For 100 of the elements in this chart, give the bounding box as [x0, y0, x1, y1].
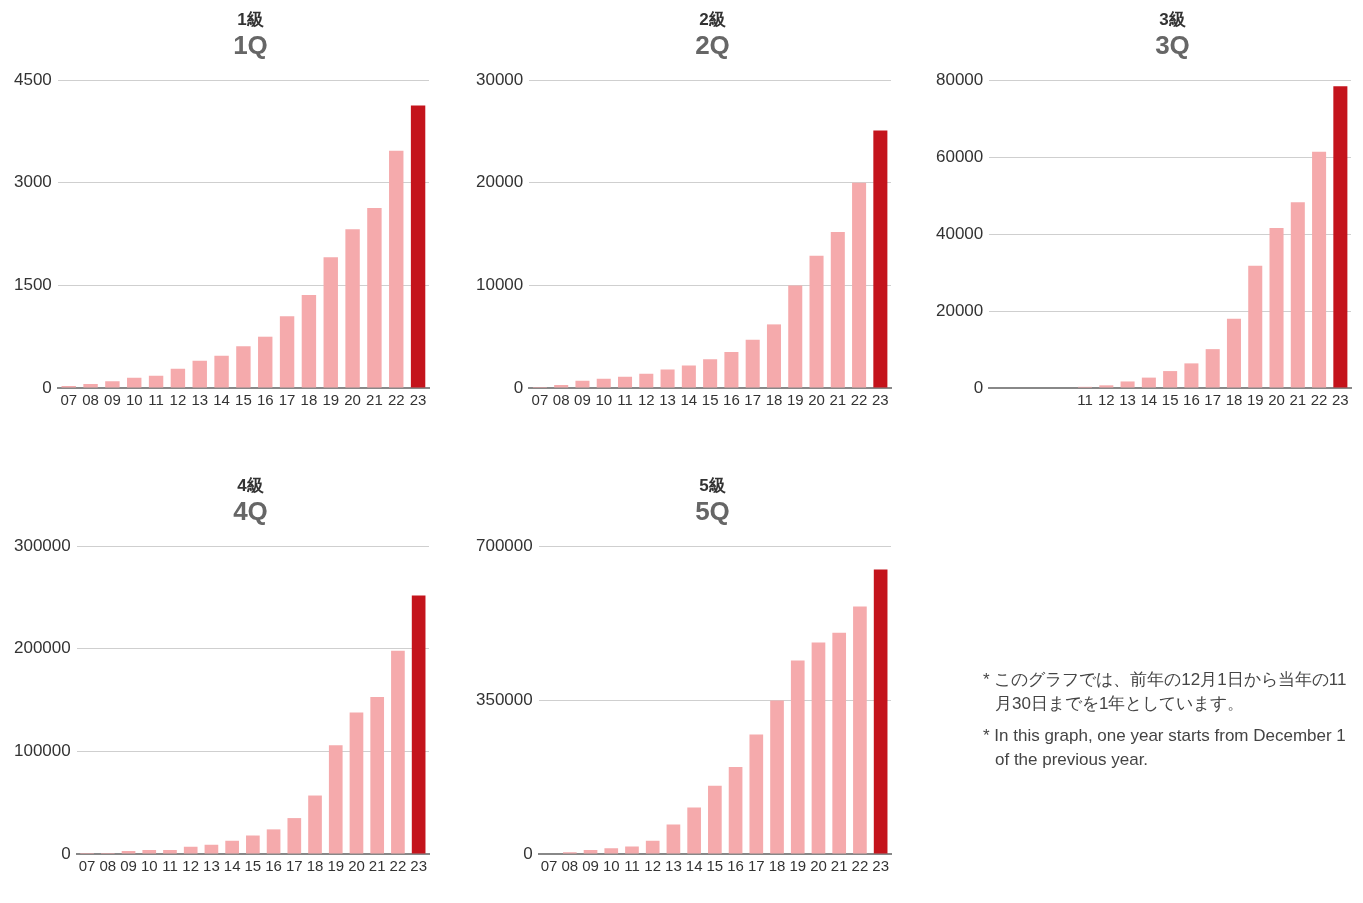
bar: [830, 232, 845, 388]
x-tick-label: 18: [306, 857, 324, 875]
bar: [246, 835, 260, 854]
chart-subtitle: 5Q: [694, 496, 731, 528]
bar: [1205, 349, 1220, 388]
x-tick-label: 18: [768, 857, 786, 875]
x-tick-label: 22: [850, 391, 868, 409]
x-tick-label: 17: [747, 857, 765, 875]
bar: [183, 846, 198, 854]
y-tick-label: 100000: [13, 741, 71, 761]
bar: [287, 818, 302, 854]
x-tick-label: 19: [1246, 391, 1264, 409]
bar: [666, 824, 681, 854]
y-tick-label: 0: [42, 377, 52, 397]
bar: [1163, 371, 1178, 388]
x-tick-label: 19: [322, 391, 340, 409]
y-tick-label: 0: [523, 843, 533, 863]
bar: [148, 375, 164, 388]
bar: [708, 785, 722, 854]
x-tick-label: 19: [786, 391, 804, 409]
y-tick-label: 0: [973, 377, 984, 397]
bar: [370, 697, 385, 854]
chart-subtitle: 4Q: [232, 496, 269, 528]
x-tick-label: 12: [169, 391, 187, 409]
y-tick-label: 200000: [13, 638, 71, 658]
x-tick-label: 10: [595, 391, 613, 409]
x-tick-label: 13: [1119, 391, 1136, 409]
y-tick-label: 30000: [475, 69, 524, 89]
y-tick-label: 20000: [935, 300, 984, 320]
y-tick-label: 60000: [935, 146, 984, 166]
x-tick-label: 10: [140, 857, 158, 875]
x-tick-label: 11: [624, 857, 640, 875]
x-tick-label: 14: [685, 857, 703, 875]
bar: [1269, 227, 1284, 388]
bar: [853, 606, 867, 854]
bar: [554, 384, 569, 388]
bar: [328, 745, 343, 854]
bar: [411, 595, 426, 854]
x-tick-label: 16: [1183, 391, 1200, 409]
x-tick-label: 21: [368, 857, 386, 875]
x-tick-label: 14: [213, 391, 230, 409]
bar: [1312, 151, 1327, 388]
x-tick-label: 20: [344, 391, 361, 409]
y-tick-label: 80000: [935, 69, 984, 89]
x-tick-label: 16: [727, 857, 744, 875]
x-tick-label: 15: [701, 391, 719, 409]
bar: [192, 360, 207, 388]
bar: [163, 849, 177, 854]
bar: [258, 336, 273, 388]
bar: [873, 569, 888, 854]
x-tick-label: 23: [1332, 391, 1349, 409]
bar: [724, 352, 739, 388]
x-tick-label: 12: [1097, 391, 1115, 409]
x-tick-label: 16: [265, 857, 282, 875]
x-tick-label: 21: [829, 391, 847, 409]
x-tick-label: 20: [1268, 391, 1285, 409]
bar: [1141, 377, 1156, 388]
chart-title: 3級: [1158, 9, 1187, 30]
x-tick-label: 12: [182, 857, 200, 875]
bar: [127, 377, 142, 388]
bar: [170, 368, 186, 388]
bar: [1248, 265, 1263, 388]
bar: [225, 840, 239, 854]
bar: [575, 380, 590, 388]
chart-title: 1級: [236, 9, 265, 30]
x-tick-label: 08: [99, 857, 117, 875]
x-tick-label: 22: [1310, 391, 1328, 409]
x-tick-label: 20: [808, 391, 825, 409]
bar: [770, 700, 784, 854]
x-tick-label: 07: [60, 391, 78, 409]
bar: [1290, 202, 1305, 388]
x-tick-label: 18: [1225, 391, 1243, 409]
bar: [1333, 86, 1348, 388]
x-tick-label: 09: [582, 857, 599, 875]
bar: [236, 346, 251, 388]
chart-title: 5級: [698, 475, 727, 496]
x-tick-label: 09: [574, 391, 591, 409]
x-tick-label: 16: [256, 391, 274, 409]
bar: [687, 807, 701, 854]
y-tick-label: 0: [61, 843, 71, 863]
bar: [105, 381, 120, 388]
bar: [703, 359, 718, 388]
bar: [596, 378, 611, 388]
x-tick-label: 22: [851, 857, 869, 875]
x-tick-label: 11: [1077, 391, 1093, 409]
x-tick-label: 23: [409, 391, 427, 409]
bar: [323, 257, 338, 388]
x-tick-label: 07: [540, 857, 558, 875]
y-tick-label: 700000: [475, 535, 533, 555]
x-tick-label: 13: [203, 857, 220, 875]
y-tick-label: 4500: [13, 69, 52, 89]
x-tick-label: 15: [244, 857, 262, 875]
bar: [391, 650, 405, 854]
x-tick-label: 08: [561, 857, 579, 875]
bar: [745, 339, 760, 388]
text: * In this graph, one year starts from December 1 of the previous year.: [983, 725, 1347, 771]
bar: [809, 255, 824, 388]
bar: [367, 208, 382, 388]
bar: [639, 373, 654, 388]
x-tick-label: 09: [104, 391, 121, 409]
